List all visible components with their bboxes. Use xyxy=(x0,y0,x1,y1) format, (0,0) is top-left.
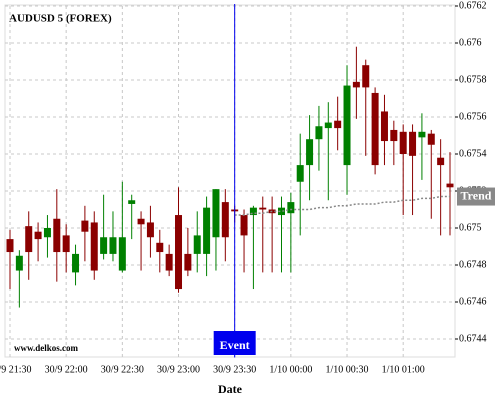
candle-body xyxy=(146,222,154,238)
y-tick-label: 0.6744 xyxy=(459,333,487,344)
y-tick-label: 0.675 xyxy=(459,222,482,233)
candle-body xyxy=(156,242,164,253)
candle-body xyxy=(446,183,454,188)
y-tick-label: 0.6762 xyxy=(459,0,487,11)
candle-body xyxy=(81,220,89,232)
event-label-box xyxy=(213,331,256,355)
y-tick-label: 0.6754 xyxy=(459,148,487,159)
candle-body xyxy=(184,253,192,271)
candle-body xyxy=(418,131,426,138)
candle-body xyxy=(259,207,267,210)
trend-label-box xyxy=(457,187,495,206)
x-tick-label: 30/9 23:30 xyxy=(213,364,256,375)
candle-body xyxy=(43,228,51,238)
candle-body xyxy=(53,218,61,253)
candle-body xyxy=(137,218,145,225)
y-tick-label: 0.6746 xyxy=(459,296,487,307)
candle-body xyxy=(6,239,14,253)
chart-title: AUDUSD 5 (FOREX) xyxy=(9,13,112,25)
x-tick-label: 1/10 00:00 xyxy=(269,364,312,375)
y-tick-label: 0.6756 xyxy=(459,111,487,122)
candle-body xyxy=(427,133,435,145)
candle-body xyxy=(212,189,220,238)
candle-body xyxy=(249,207,257,216)
trend-line xyxy=(234,195,450,216)
candle-body xyxy=(90,222,98,271)
candle-body xyxy=(203,207,211,254)
candle-body xyxy=(25,226,33,253)
candle-body xyxy=(352,81,360,88)
candle-body xyxy=(324,122,332,129)
candle-body xyxy=(390,129,398,142)
watermark: www.delkos.com xyxy=(14,343,79,353)
x-tick-label: 30/9 22:00 xyxy=(45,364,88,375)
y-tick-label: 0.6748 xyxy=(459,259,487,270)
x-tick-label: 1/10 01:00 xyxy=(382,364,425,375)
x-tick-label: 1/10 00:30 xyxy=(325,364,368,375)
y-tick-label: 0.676 xyxy=(459,37,482,48)
event-label: Event xyxy=(220,338,250,352)
candle-body xyxy=(343,85,351,166)
candle-body xyxy=(118,237,126,271)
candle-body xyxy=(315,126,323,140)
candle-body xyxy=(15,255,23,271)
x-axis-label: Date xyxy=(218,382,243,396)
candle-body xyxy=(334,120,342,129)
candle-body xyxy=(193,235,201,254)
candle-body xyxy=(296,165,304,182)
y-tick-label: 0.6758 xyxy=(459,74,487,85)
candle-body xyxy=(362,65,370,88)
candle-body xyxy=(399,131,407,154)
x-tick-label: 30/9 21:30 xyxy=(0,364,32,375)
candle-body xyxy=(380,111,388,142)
candle-body xyxy=(34,231,42,240)
x-tick-label: 30/9 22:30 xyxy=(101,364,144,375)
plot-frame xyxy=(4,4,456,358)
candle-body xyxy=(306,139,314,166)
candle-body xyxy=(277,207,285,216)
candle-body xyxy=(72,253,80,273)
candle-body xyxy=(287,202,295,214)
candle-body xyxy=(437,157,445,166)
x-tick-label: 30/9 23:00 xyxy=(157,364,200,375)
candle-body xyxy=(240,215,248,236)
candle-body xyxy=(175,215,183,290)
candle-body xyxy=(165,253,173,271)
candle-body xyxy=(128,200,136,204)
candle-body xyxy=(62,235,70,253)
candle-body xyxy=(371,92,379,166)
candle-body xyxy=(221,202,229,238)
candle-body xyxy=(100,237,108,254)
candle-body xyxy=(409,131,417,156)
trend-label: Trend xyxy=(461,188,492,202)
candle-body xyxy=(109,237,117,254)
